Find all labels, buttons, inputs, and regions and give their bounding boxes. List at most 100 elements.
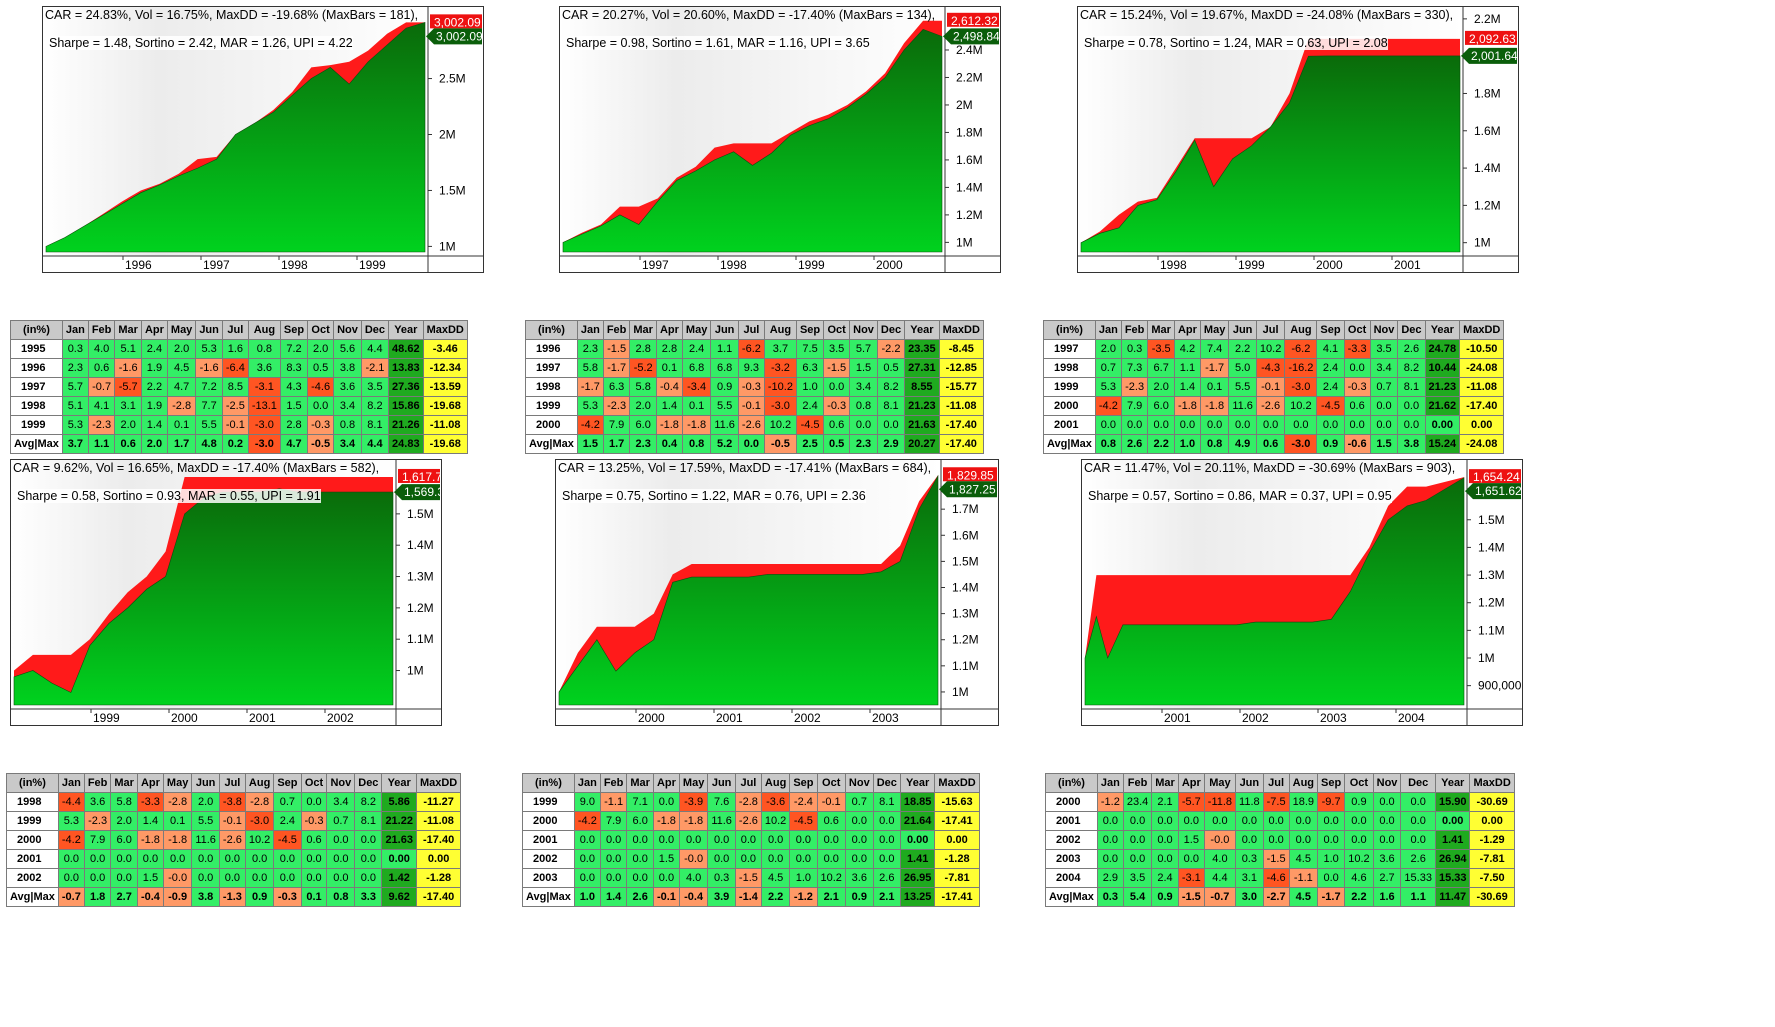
table-cell: -19.68	[422, 396, 468, 416]
table-cell: 8.1	[360, 415, 390, 435]
table-row: 1998 -1.7 6.3 5.8 -0.4 -3.4 0.9 -0.3 -10.2 1.0 0.0…	[525, 377, 984, 397]
column-header: Feb	[602, 320, 631, 340]
table-cell: 0.0	[244, 849, 275, 869]
column-header: (in%)	[10, 320, 63, 340]
table-cell: 0.0	[737, 434, 765, 454]
column-header: Nov	[1369, 320, 1399, 340]
row-label: 1998	[1043, 358, 1096, 378]
last-value-tag	[939, 481, 997, 498]
equity-area	[562, 29, 943, 253]
table-row: 1997 5.7 -0.7 -5.7 2.2 4.7 7.2 8.5 -3.1 4.3 -4.6 3.…	[10, 377, 468, 397]
table-cell: 15.86	[388, 396, 424, 416]
row-label: 2004	[1045, 868, 1098, 888]
table-cell: -4.6	[1262, 868, 1290, 888]
table-cell: 0.7	[1369, 377, 1399, 397]
table-cell: 0.0	[307, 396, 335, 416]
table-cell: 0.0	[844, 830, 874, 850]
table-cell: 3.4	[1369, 358, 1399, 378]
table-cell: -0.5	[307, 434, 335, 454]
column-header: Aug	[1284, 320, 1318, 340]
row-label: 2001	[6, 849, 59, 869]
y-tick-label: 1.6M	[1474, 124, 1501, 138]
table-cell: 5.0	[1228, 358, 1257, 378]
column-header: May	[678, 773, 709, 793]
table-cell: 0.0	[1120, 415, 1149, 435]
table-cell: 6.0	[110, 830, 138, 850]
table-cell: 4.5	[166, 358, 197, 378]
table-cell: 10.2	[244, 830, 275, 850]
table-cell: 0.0	[1096, 830, 1124, 850]
table-cell: 0.0	[1122, 811, 1153, 831]
table-cell: -2.6	[1255, 396, 1286, 416]
row-label: 2002	[6, 868, 59, 888]
table-cell: 0.7	[273, 792, 302, 812]
table-cell: 2.3	[629, 434, 657, 454]
table-cell: 11.6	[710, 415, 739, 435]
table-cell: 3.5	[360, 377, 390, 397]
table-cell: 7.5	[795, 339, 825, 359]
table-cell: 0.0	[1173, 415, 1201, 435]
table-cell: -1.8	[655, 415, 683, 435]
table-cell: 10.2	[1344, 849, 1374, 869]
table-cell: 3.6	[844, 868, 874, 888]
table-cell: 4.5	[1288, 849, 1319, 869]
table-cell: 2.6	[626, 887, 654, 907]
table-row: 2002 0.0 0.0 0.0 1.5 -0.0 0.0 0.0 0.0 0.0 0.0 0.0 0.…	[522, 849, 980, 869]
table-cell: 3.6	[1372, 849, 1402, 869]
column-header: Nov	[844, 773, 874, 793]
y-tick-label: 1.2M	[1478, 596, 1505, 610]
stats-line-1: CAR = 13.25%, Vol = 17.59%, MaxDD = -17.…	[558, 461, 932, 475]
table-cell: -2.6	[218, 830, 246, 850]
table-cell: 0.0	[626, 830, 654, 850]
table-row: Avg|Max 1.5 1.7 2.3 0.4 0.8 5.2 0.0 -0.5 2.5 0.5 2.…	[525, 434, 984, 454]
table-cell: 0.1	[681, 396, 712, 416]
y-tick-label: 2M	[956, 98, 973, 112]
table-cell: -0.0	[678, 849, 709, 869]
table-cell: -4.2	[57, 830, 85, 850]
table-cell: 15.90	[1434, 792, 1471, 812]
table-cell: 2.4	[273, 811, 302, 831]
table-cell: 7.7	[195, 396, 223, 416]
column-header: Mar	[629, 320, 657, 340]
table-cell: 2.6	[1400, 849, 1436, 869]
table-cell: -13.1	[247, 396, 281, 416]
row-label: 2001	[1043, 415, 1096, 435]
table-cell: 0.0	[872, 830, 901, 850]
y-tick-label: 1.5M	[1478, 513, 1505, 527]
table-cell: -3.3	[1343, 339, 1371, 359]
last-value-label: 1,827.25	[949, 482, 996, 496]
row-label: 1997	[10, 377, 63, 397]
table-cell: 0.8	[326, 887, 356, 907]
table-cell: -3.4	[681, 377, 712, 397]
y-tick-label: 2M	[439, 128, 456, 142]
table-cell: 0.0	[1317, 868, 1346, 888]
table-cell: 0.1	[162, 811, 193, 831]
table-cell: 10.2	[760, 811, 791, 831]
table-cell: 1.4	[599, 887, 628, 907]
table-cell: 15.33	[1400, 868, 1436, 888]
x-tick-label: 2001	[1164, 711, 1191, 725]
table-cell: -4.2	[573, 811, 601, 831]
table-cell: -1.5	[1262, 849, 1290, 869]
y-tick-label: 1.2M	[952, 633, 979, 647]
table-cell: 0.00	[415, 849, 462, 869]
column-header: (in%)	[6, 773, 59, 793]
table-cell: 2.8	[655, 339, 683, 359]
table-cell: 10.44	[1424, 358, 1461, 378]
table-cell: 0.0	[83, 868, 112, 888]
table-cell: -2.2	[876, 339, 906, 359]
table-cell: -1.8	[681, 415, 712, 435]
equity-chart-panel: 1.6M1.5M1.4M1.3M1.2M1.1M1M900,0002001200…	[1081, 459, 1523, 726]
table-cell: 26.95	[899, 868, 936, 888]
y-tick-label: 1.3M	[952, 607, 979, 621]
x-tick-label: 1999	[1238, 258, 1265, 272]
table-cell: 4.3	[279, 377, 309, 397]
table-cell: 0.0	[1262, 811, 1290, 831]
y-tick-label: 1.3M	[1478, 568, 1505, 582]
table-cell: 2.4	[795, 396, 825, 416]
table-cell: 5.5	[195, 415, 223, 435]
table-cell: 2.4	[1316, 358, 1345, 378]
table-cell: -3.0	[244, 811, 275, 831]
row-label: 1995	[10, 339, 63, 359]
table-cell: 3.4	[333, 396, 362, 416]
